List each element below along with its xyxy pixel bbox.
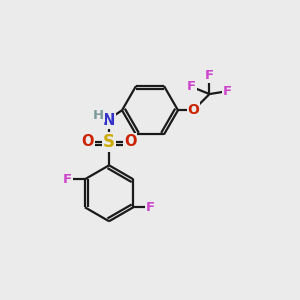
Text: F: F	[223, 85, 232, 98]
Text: F: F	[205, 69, 214, 82]
Text: F: F	[63, 173, 72, 186]
Text: F: F	[146, 201, 155, 214]
Text: O: O	[187, 103, 199, 117]
Text: H: H	[93, 109, 104, 122]
Text: S: S	[103, 133, 115, 151]
Text: F: F	[187, 80, 196, 93]
Text: O: O	[82, 134, 94, 149]
Text: N: N	[103, 113, 115, 128]
Text: O: O	[124, 134, 136, 149]
